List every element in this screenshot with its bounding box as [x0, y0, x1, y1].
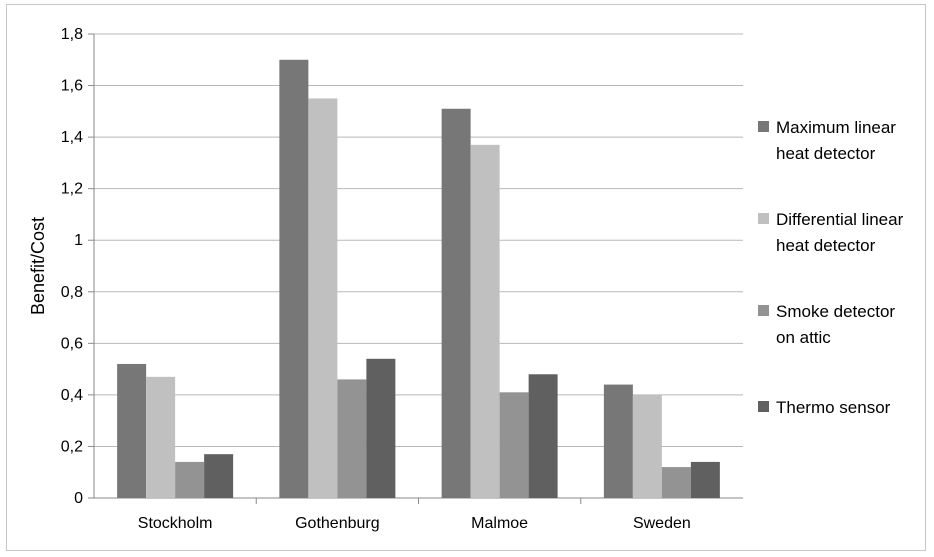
y-tick-label: 0 — [74, 490, 83, 507]
x-axis-ticks: Stockholm Gothenburg Malmoe Sweden — [138, 515, 691, 532]
legend-label: Differential linear — [776, 210, 904, 229]
legend-label: heat detector — [776, 236, 876, 255]
legend-swatch — [758, 121, 769, 132]
y-tick-label: 0,2 — [61, 438, 83, 455]
x-tick-label: Malmoe — [471, 515, 528, 532]
y-tick-label: 1,8 — [61, 26, 83, 43]
x-tick-label: Gothenburg — [295, 515, 380, 532]
y-tick-label: 0,4 — [61, 387, 83, 404]
legend-swatch — [758, 305, 769, 316]
bar — [441, 108, 471, 498]
legend-swatch — [758, 213, 769, 224]
bar — [690, 461, 720, 498]
legend: Maximum linear heat detector Differential … — [758, 118, 904, 417]
y-tick-label: 1,4 — [61, 129, 83, 146]
bar — [146, 376, 176, 498]
bar — [308, 98, 338, 498]
bar — [117, 363, 147, 498]
legend-label: on attic — [776, 328, 831, 347]
legend-label: Maximum linear — [776, 118, 896, 137]
bar — [279, 59, 309, 499]
legend-swatch — [758, 401, 769, 412]
legend-label: Smoke detector — [776, 302, 895, 321]
x-tick-label: Stockholm — [138, 515, 213, 532]
bar — [470, 144, 500, 498]
y-tick-label: 0,6 — [61, 335, 83, 352]
bars — [117, 59, 720, 499]
y-axis-title: Benefit/Cost — [28, 217, 48, 315]
y-tick-label: 1 — [74, 232, 83, 249]
bar — [175, 461, 205, 498]
y-tick-label: 1,6 — [61, 78, 83, 95]
y-axis-ticks: 0 0,2 0,4 0,6 0,8 1 1,2 1,4 1,6 1,8 — [61, 26, 83, 507]
bar — [528, 374, 558, 498]
legend-label: Thermo sensor — [776, 398, 891, 417]
bar — [499, 392, 529, 498]
y-tick-label: 0,8 — [61, 284, 83, 301]
bar — [603, 384, 633, 498]
bar — [661, 467, 691, 498]
legend-label: heat detector — [776, 144, 876, 163]
y-tick-label: 1,2 — [61, 181, 83, 198]
bar — [337, 379, 367, 498]
bar — [632, 394, 662, 498]
bar — [366, 358, 396, 498]
bar — [204, 454, 234, 498]
x-tick-label: Sweden — [633, 515, 691, 532]
